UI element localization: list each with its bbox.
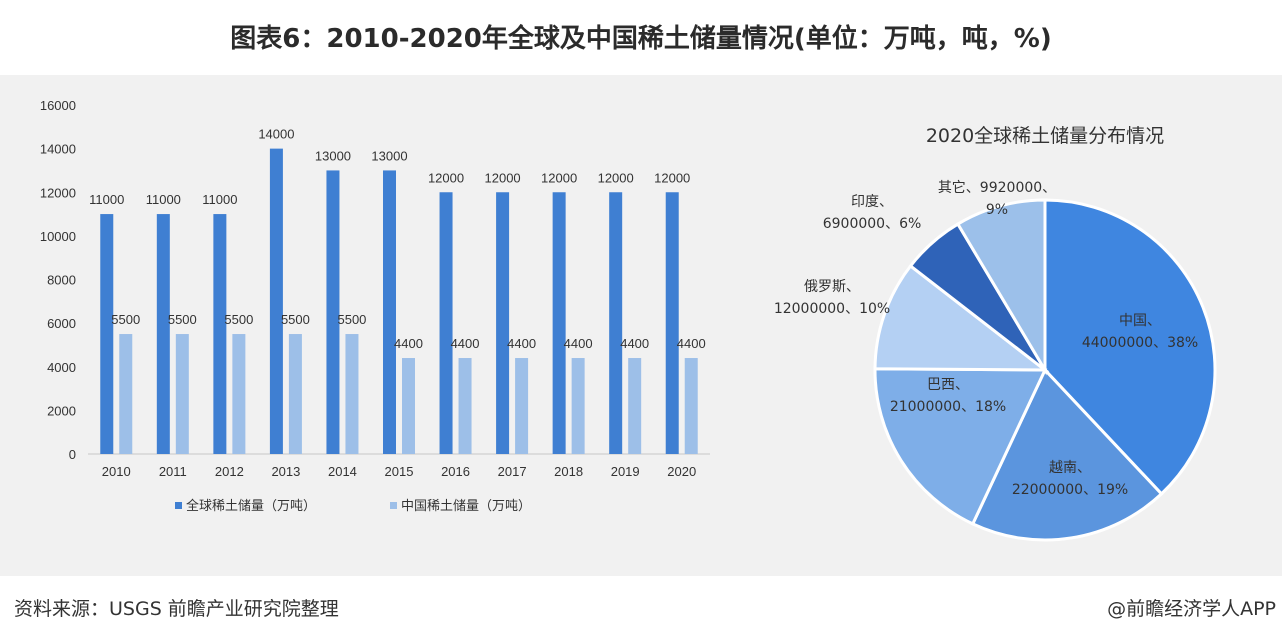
page-title: 图表6：2010-2020年全球及中国稀土储量情况(单位：万吨，吨，%): [230, 24, 1052, 54]
pie-label: 44000000、38%: [1082, 335, 1198, 351]
legend-label: 全球稀土储量（万吨）: [186, 498, 316, 514]
bar-global: [213, 214, 227, 454]
data-label: 11000: [89, 192, 124, 207]
pie-slice: [955, 198, 1047, 376]
legend-swatch: [175, 502, 182, 509]
pie-slice: [873, 263, 1050, 372]
pie-label: 22000000、19%: [1012, 482, 1128, 498]
bar-china: [571, 358, 585, 454]
bar-china: [345, 334, 359, 454]
bar-global: [665, 192, 679, 454]
data-label: 5500: [224, 312, 253, 327]
pie-label: 21000000、18%: [890, 399, 1006, 415]
legend-label: 中国稀土储量（万吨）: [401, 499, 531, 514]
data-label: 13000: [315, 148, 351, 163]
bar-china: [402, 358, 415, 454]
pie-label: 印度、: [851, 194, 893, 210]
x-tick-label: 2015: [385, 464, 414, 479]
bar-global: [496, 192, 510, 454]
y-tick-label: 8000: [47, 273, 76, 288]
y-tick-label: 14000: [40, 142, 76, 157]
x-tick-label: 2016: [441, 464, 470, 479]
data-label: 12000: [598, 170, 634, 185]
credit-note: @前瞻经济学人APP: [1107, 598, 1276, 620]
charts-svg: 0 2000 4000 6000 8000 10000 12000 14000 16000 201…: [40, 98, 1217, 542]
bar-china: [684, 358, 698, 454]
pie-label: 俄罗斯、: [804, 279, 860, 295]
data-label: 4400: [677, 336, 706, 351]
pie-label: 6900000、6%: [823, 216, 922, 232]
y-tick-label: 12000: [40, 185, 76, 200]
data-label: 4400: [451, 336, 480, 351]
x-tick-label: 2014: [328, 464, 357, 479]
data-label: 12000: [428, 170, 464, 185]
pie-slice: [873, 367, 1048, 526]
bar-global: [552, 192, 566, 454]
pie-label: 中国、: [1119, 313, 1161, 329]
bar-china: [458, 358, 472, 454]
data-label: 4400: [620, 336, 649, 351]
y-tick-label: 16000: [40, 98, 76, 113]
y-tick-label: 10000: [40, 229, 76, 244]
bar-global: [439, 192, 453, 454]
bar-china: [628, 358, 642, 454]
y-tick-label: 6000: [47, 316, 76, 331]
data-label: 14000: [258, 127, 294, 142]
data-label: 5500: [168, 312, 197, 327]
x-tick-label: 2018: [554, 464, 583, 479]
bar-global: [100, 214, 114, 454]
bar-global: [156, 214, 170, 454]
bar-china: [175, 334, 189, 454]
x-tick-label: 2010: [102, 464, 131, 479]
y-tick-label: 0: [69, 447, 76, 462]
data-label: 5500: [281, 312, 310, 327]
data-label: 12000: [654, 170, 690, 185]
pie-label: 巴西、: [927, 377, 969, 393]
x-tick-label: 2020: [667, 464, 696, 479]
bar-global: [383, 170, 396, 454]
bar-china: [232, 334, 246, 454]
data-label: 13000: [371, 148, 407, 163]
bar-global: [326, 170, 340, 454]
x-tick-label: 2013: [271, 464, 300, 479]
bar-global: [269, 148, 283, 454]
pie-label: 9%: [986, 202, 1008, 218]
bar-china: [119, 334, 133, 454]
x-tick-label: 2017: [498, 464, 527, 479]
data-label: 4400: [564, 336, 593, 351]
pie-slice: [970, 367, 1164, 542]
pie-title: 2020全球稀土储量分布情况: [926, 125, 1164, 147]
pie-label: 12000000、10%: [774, 301, 890, 317]
data-label: 11000: [146, 192, 181, 207]
legend-swatch: [390, 502, 397, 509]
data-label: 11000: [202, 192, 237, 207]
data-label: 12000: [485, 170, 521, 185]
x-tick-label: 2011: [159, 464, 187, 479]
source-note: 资料来源：USGS 前瞻产业研究院整理: [14, 598, 339, 620]
bar-china: [515, 358, 529, 454]
y-tick-label: 4000: [47, 360, 76, 375]
data-label: 4400: [394, 336, 423, 351]
chart-panel: 0 2000 4000 6000 8000 10000 12000 14000 16000 201…: [0, 75, 1282, 576]
data-label: 4400: [507, 336, 536, 351]
data-label: 5500: [111, 312, 140, 327]
pie-label: 越南、: [1049, 460, 1091, 476]
x-tick-label: 2012: [215, 464, 244, 479]
bar-global: [609, 192, 623, 454]
y-tick-label: 2000: [47, 403, 76, 418]
pie-label: 其它、9920000、: [938, 179, 1056, 196]
x-tick-label: 2019: [611, 464, 640, 479]
bar-china: [288, 334, 302, 454]
data-label: 12000: [541, 170, 577, 185]
pie-slice: [1043, 198, 1217, 496]
data-label: 5500: [337, 312, 366, 327]
